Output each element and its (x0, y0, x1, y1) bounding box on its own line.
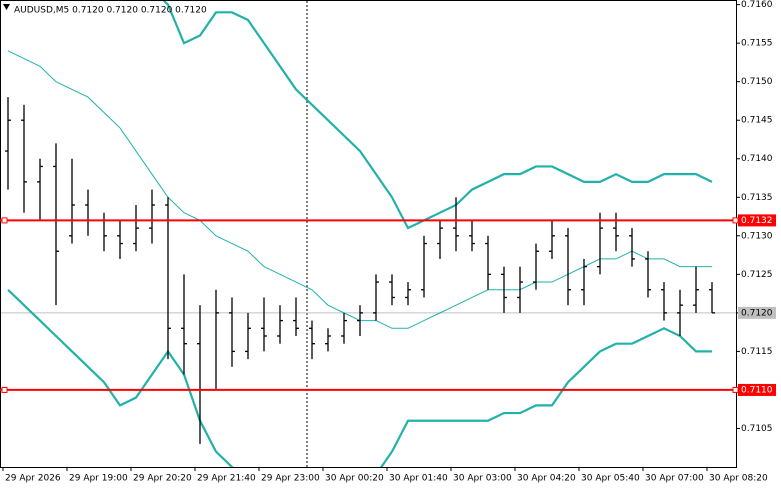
x-tick-label: 30 Apr 04:20 (517, 474, 576, 484)
title-icon (3, 4, 10, 10)
x-tick-label: 30 Apr 03:00 (453, 474, 512, 484)
plot-area (1, 1, 736, 467)
x-tick-label: 30 Apr 05:40 (581, 474, 640, 484)
band-lower (7, 288, 712, 467)
y-tick-label: 0.7145 (741, 116, 773, 126)
y-tick-label: 0.7135 (741, 193, 773, 203)
chart-title: AUDUSD,M5 0.7120 0.7120 0.7120 0.7120 (14, 6, 207, 16)
plot-frame (0, 0, 737, 468)
y-tick-label: 0.7155 (741, 39, 773, 49)
y-tick-label: 0.7125 (741, 270, 773, 280)
level-marker (732, 386, 739, 393)
level-marker (1, 217, 8, 224)
y-tick-label: 0.7140 (741, 154, 773, 164)
y-tick-label: 0.7105 (741, 424, 773, 434)
current-price-label: 0.7120 (741, 308, 773, 318)
x-tick-label: 29 Apr 19:00 (69, 474, 128, 484)
x-tick-label: 30 Apr 00:20 (325, 474, 384, 484)
x-tick-label: 30 Apr 07:00 (645, 474, 704, 484)
level-label: 0.7110 (741, 385, 773, 395)
y-tick-label: 0.7150 (741, 77, 773, 87)
level-label: 0.7132 (741, 216, 773, 226)
level-label-box (738, 383, 776, 396)
y-tick-label: 0.7160 (741, 0, 773, 10)
level-marker (732, 217, 739, 224)
x-tick-label: 29 Apr 23:00 (261, 474, 320, 484)
y-tick-label: 0.7115 (741, 347, 773, 357)
band-upper (162, 1, 713, 230)
level-marker (1, 386, 8, 393)
y-tick-label: 0.7130 (741, 231, 773, 241)
x-tick-label: 29 Apr 2026 (5, 474, 61, 484)
level-label-box (738, 214, 776, 227)
current-price-box (738, 306, 776, 319)
x-tick-label: 30 Apr 08:20 (709, 474, 768, 484)
x-tick-label: 29 Apr 20:20 (133, 474, 192, 484)
x-tick-label: 30 Apr 01:40 (389, 474, 448, 484)
x-tick-label: 29 Apr 21:40 (197, 474, 256, 484)
